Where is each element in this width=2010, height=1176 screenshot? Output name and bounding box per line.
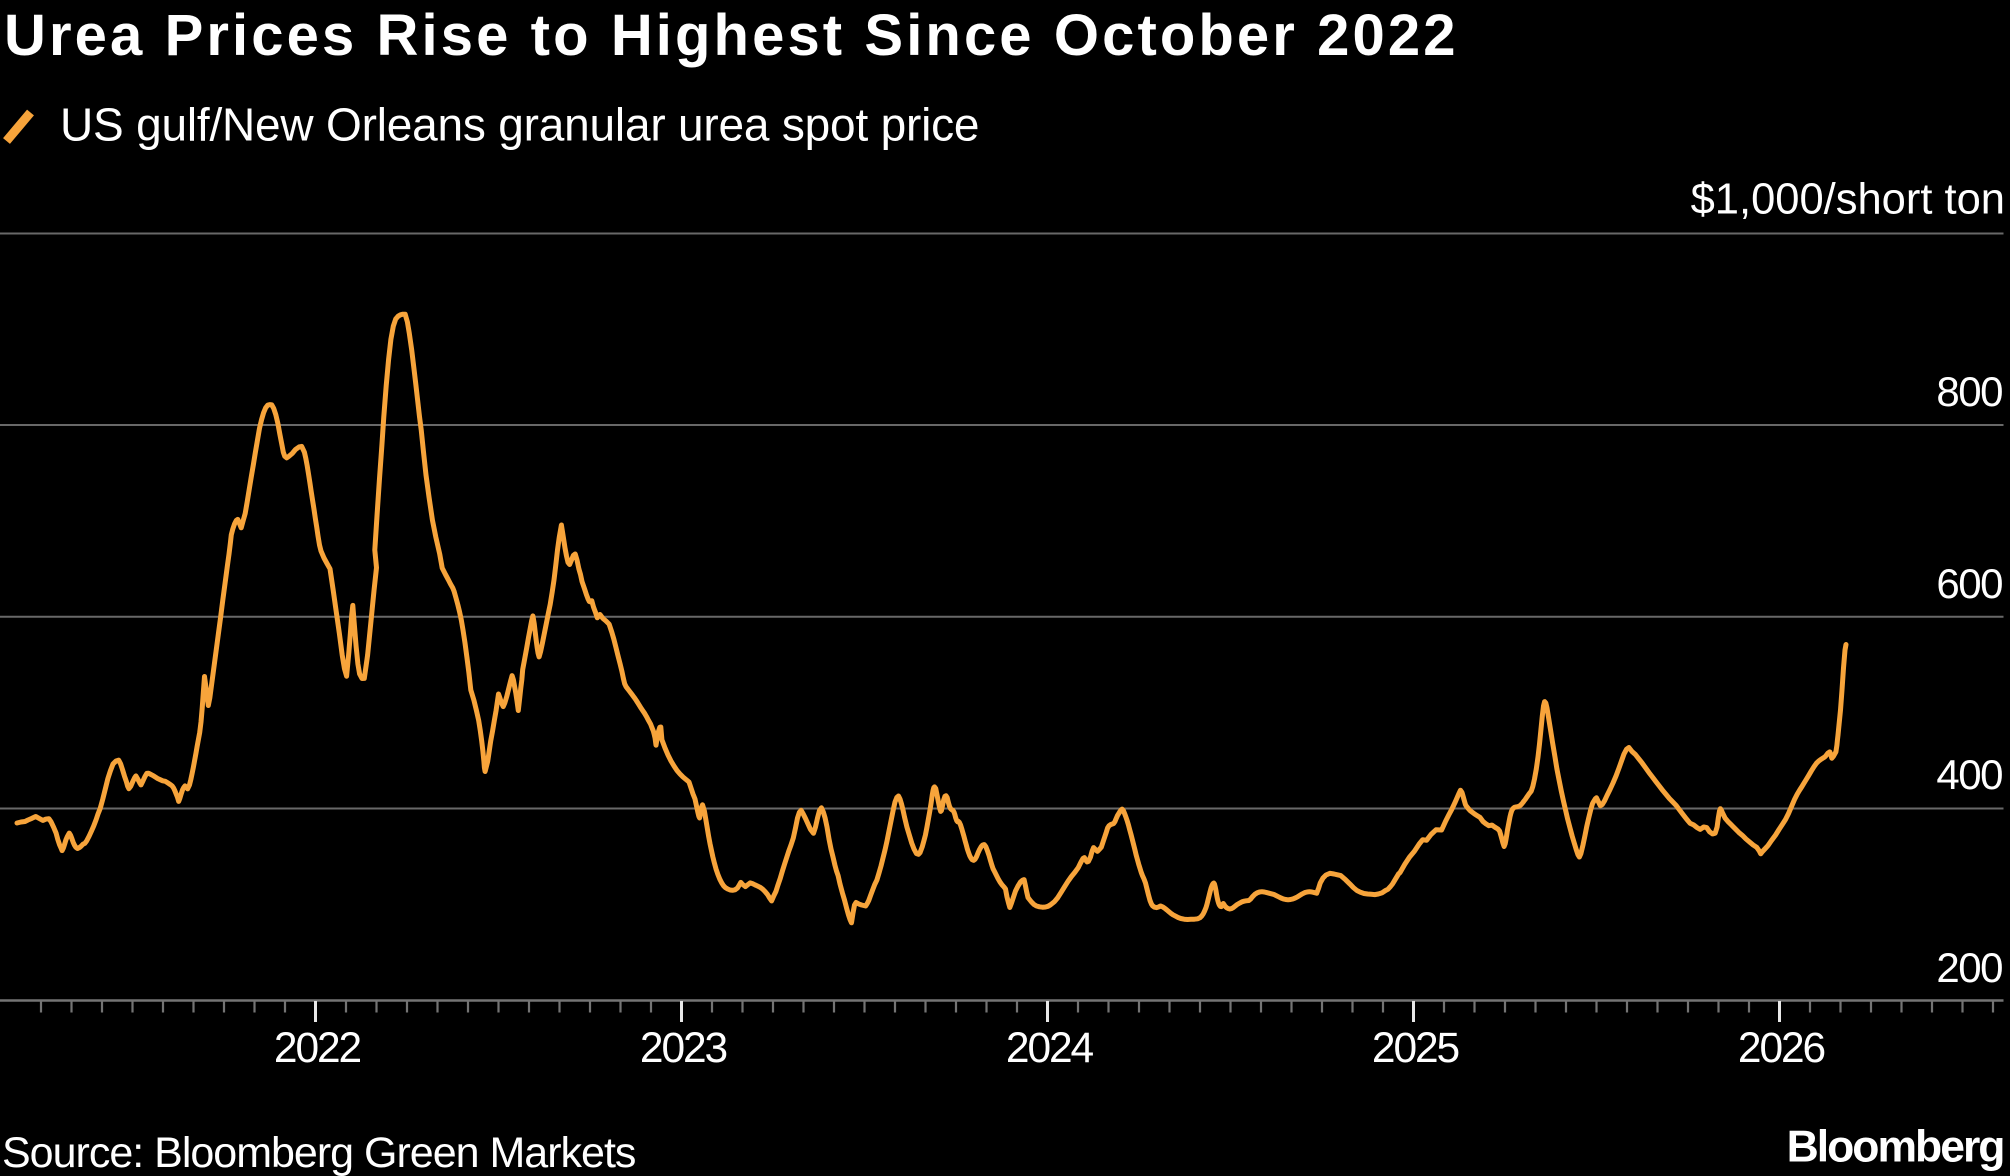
- svg-text:2026: 2026: [1738, 1025, 1825, 1072]
- svg-text:2023: 2023: [640, 1025, 727, 1072]
- svg-text:2022: 2022: [274, 1025, 361, 1072]
- svg-text:Bloomberg: Bloomberg: [1787, 1123, 2004, 1172]
- svg-text:400: 400: [1936, 751, 2002, 798]
- svg-text:2025: 2025: [1372, 1025, 1459, 1072]
- svg-text:Urea Prices Rise to Highest Si: Urea Prices Rise to Highest Since Octobe…: [4, 3, 1459, 68]
- svg-text:600: 600: [1936, 560, 2002, 607]
- svg-text:$1,000/short ton: $1,000/short ton: [1691, 176, 2005, 224]
- svg-text:2024: 2024: [1006, 1025, 1094, 1072]
- svg-text:200: 200: [1936, 944, 2002, 991]
- svg-text:800: 800: [1936, 368, 2002, 415]
- svg-text:Source: Bloomberg Green Market: Source: Bloomberg Green Markets: [2, 1129, 635, 1176]
- svg-text:US gulf/New Orleans granular u: US gulf/New Orleans granular urea spot p…: [60, 99, 979, 151]
